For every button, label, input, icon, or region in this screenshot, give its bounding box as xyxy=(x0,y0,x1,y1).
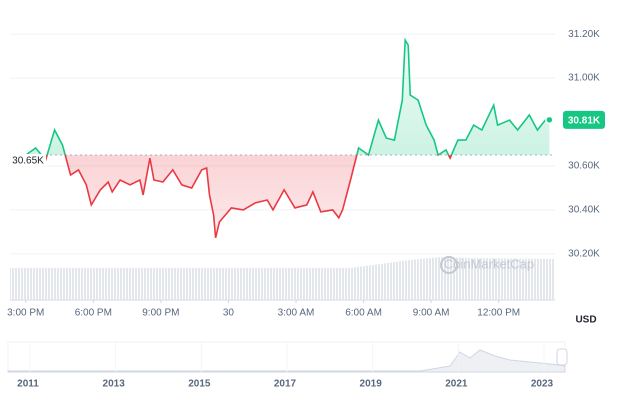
navigator-label: 2021 xyxy=(445,379,468,390)
x-tick-label: 9:00 AM xyxy=(413,308,450,319)
x-tick-label: 6:00 AM xyxy=(345,308,382,319)
y-tick-label: 30.40K xyxy=(568,205,600,216)
watermark-logo xyxy=(440,256,458,274)
currency-label: USD xyxy=(575,315,596,326)
x-tick-label: 9:00 PM xyxy=(142,308,179,319)
y-tick-label: 30.60K xyxy=(568,161,600,172)
navigator-label: 2023 xyxy=(531,379,554,390)
y-tick-label: 31.00K xyxy=(568,73,600,84)
plot: 30.65K 30.81K xyxy=(10,37,605,238)
baseline-label-box xyxy=(10,154,46,168)
price-area xyxy=(10,40,550,238)
navigator-label: 2019 xyxy=(360,379,383,390)
baseline-label: 30.65K xyxy=(12,156,44,167)
price-line xyxy=(10,37,550,238)
current-label-box xyxy=(563,110,605,129)
navigator-handle[interactable] xyxy=(556,348,568,366)
watermark: CoinMarketCap xyxy=(444,256,534,271)
x-tick-label: 30 xyxy=(223,308,235,319)
navigator-label: 2015 xyxy=(188,379,211,390)
volume-bars xyxy=(10,257,555,300)
x-tick-label: 6:00 PM xyxy=(75,308,112,319)
navigator-label: 2017 xyxy=(274,379,297,390)
last-point xyxy=(545,115,554,125)
y-tick-label: 30.20K xyxy=(568,249,600,260)
x-tick-label: 12:00 PM xyxy=(477,308,520,319)
x-tick-label: 3:00 AM xyxy=(278,308,315,319)
navigator-label: 2013 xyxy=(103,379,126,390)
x-tick-label: 3:00 PM xyxy=(7,308,44,319)
navigator-labels: 2011 2013 2015 2017 2019 2021 2023 xyxy=(17,342,554,390)
navigator-area xyxy=(7,349,566,373)
current-label: 30.81K xyxy=(568,115,601,126)
y-tick-label: 31.20K xyxy=(568,29,600,40)
navigator-label: 2011 xyxy=(17,379,39,390)
